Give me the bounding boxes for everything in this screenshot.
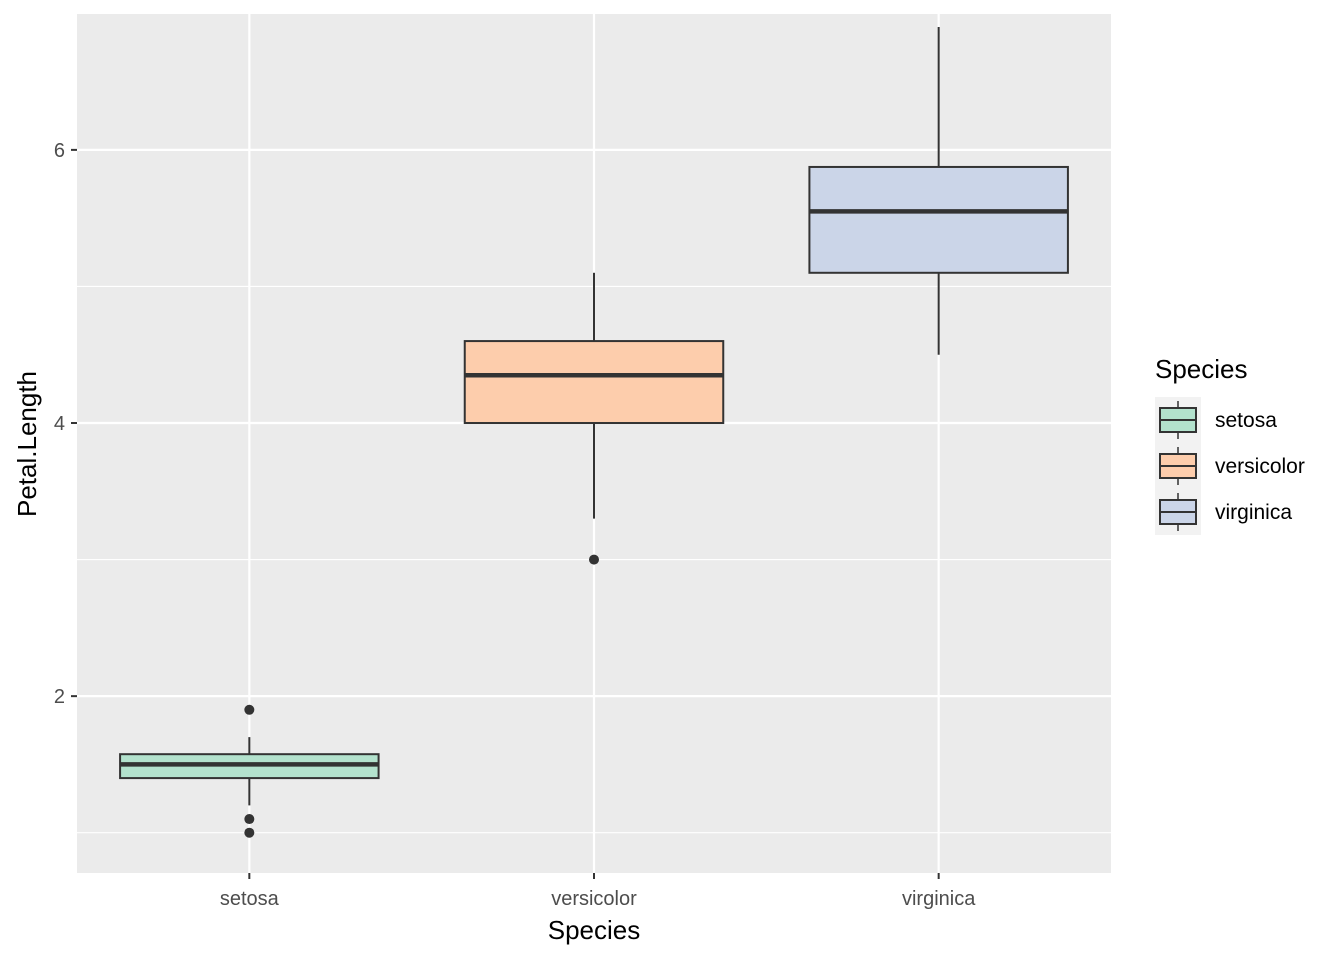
box-setosa [119,704,380,838]
outlier-point [244,814,255,825]
outlier-point [589,554,599,565]
legend-key-setosa [1159,401,1197,439]
x-axis-title: Species [548,915,641,945]
box-virginica [808,26,1069,355]
box-series [119,26,1069,838]
legend-label: versicolor [1215,455,1305,478]
outlier-point [244,704,255,715]
legend-title: Species [1155,354,1248,384]
y-axis-title: Petal.Length [12,371,42,517]
y-axis: 2 4 6 [54,140,77,708]
x-tick-label: virginica [902,888,976,910]
legend-key-versicolor [1159,447,1197,485]
legend-label: virginica [1215,501,1292,524]
box-versicolor [463,272,725,565]
legend-label: setosa [1215,409,1277,432]
outlier-point [244,827,255,838]
y-tick-label: 6 [54,140,65,162]
y-tick-label: 4 [54,413,65,435]
x-axis: setosa versicolor virginica [220,873,976,910]
y-tick-label: 2 [54,686,65,708]
box-iqr [463,340,725,425]
legend-key-virginica [1159,493,1197,531]
box-iqr [808,165,1069,274]
x-tick-label: versicolor [551,888,637,910]
legend: Species setosa versicolor virginica [1155,354,1305,535]
x-tick-label: setosa [220,888,280,910]
